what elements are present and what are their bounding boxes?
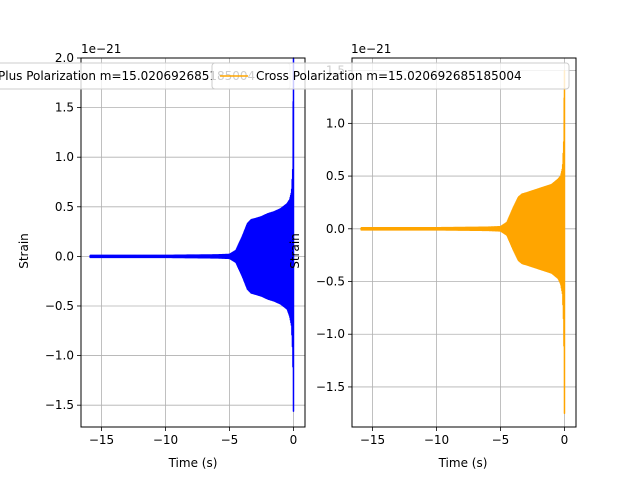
- cross-x-tick-label: −5: [492, 433, 510, 447]
- cross-x-tick-label: −15: [360, 433, 385, 447]
- cross-x-tick-label: 0: [561, 433, 569, 447]
- cross-legend-label: Cross Polarization m=15.020692685185004: [256, 69, 522, 83]
- cross-y-tick-label: −0.5: [316, 275, 345, 289]
- cross-y-tick-label: 0.5: [326, 169, 345, 183]
- cross-series: [360, 69, 566, 415]
- cross-strain-line: [360, 69, 566, 415]
- plus-x-tick-label: −5: [221, 433, 239, 447]
- plus-y-tick-label: −1.5: [45, 398, 74, 412]
- plus-y-offset-label: 1e−21: [81, 42, 121, 56]
- plus-y-tick-label: 0.5: [55, 200, 74, 214]
- cross-x-ticks: −15 −10 −5 0: [360, 427, 568, 447]
- plus-legend-label: Plus Polarization m=15.020692685185004: [0, 69, 255, 83]
- cross-y-offset-label: 1e−21: [351, 42, 391, 56]
- plus-y-tick-label: −0.5: [45, 299, 74, 313]
- plus-axes-frame: [80, 57, 306, 428]
- cross-y-axis-label: Strain: [288, 233, 302, 269]
- plus-y-tick-label: 1.0: [55, 150, 74, 164]
- plus-series: [89, 57, 295, 412]
- plus-y-tick-label: 0.0: [55, 249, 74, 263]
- cross-y-tick-label: −1.5: [316, 380, 345, 394]
- cross-y-tick-label: −1.0: [316, 327, 345, 341]
- cross-x-axis-label: Time (s): [438, 456, 488, 470]
- cross-legend: Cross Polarization m=15.020692685185004: [211, 62, 570, 90]
- cross-y-tick-label: 0.0: [326, 222, 345, 236]
- plus-x-axis-label: Time (s): [168, 456, 218, 470]
- cross-legend-box: [211, 62, 570, 90]
- plus-polarization-subplot: −15 −10 −5 0 −1.5 −1.0 −0.5 0.0 0.5 1.0 1.5 2.0 Ti…: [17, 42, 306, 470]
- plus-y-tick-label: 1.5: [55, 101, 74, 115]
- cross-axes-frame: [351, 57, 577, 428]
- cross-polarization-subplot: −15−10−50 −1.5−1.0−0.50.00.51.01.5 Time …: [288, 42, 577, 470]
- plus-x-ticks: −15 −10 −5 0: [89, 427, 297, 447]
- plus-strain-line: [89, 57, 295, 412]
- cross-y-tick-label: 1.0: [326, 116, 345, 130]
- plus-y-tick-label: −1.0: [45, 349, 74, 363]
- plus-x-tick-label: −15: [89, 433, 114, 447]
- plus-y-axis-label: Strain: [17, 233, 31, 269]
- plus-x-tick-label: −10: [153, 433, 178, 447]
- plus-y-ticks: −1.5 −1.0 −0.5 0.0 0.5 1.0 1.5 2.0: [45, 51, 81, 412]
- plus-y-tick-label: 2.0: [55, 51, 74, 65]
- cross-x-tick-label: −10: [424, 433, 449, 447]
- plus-x-tick-label: 0: [290, 433, 298, 447]
